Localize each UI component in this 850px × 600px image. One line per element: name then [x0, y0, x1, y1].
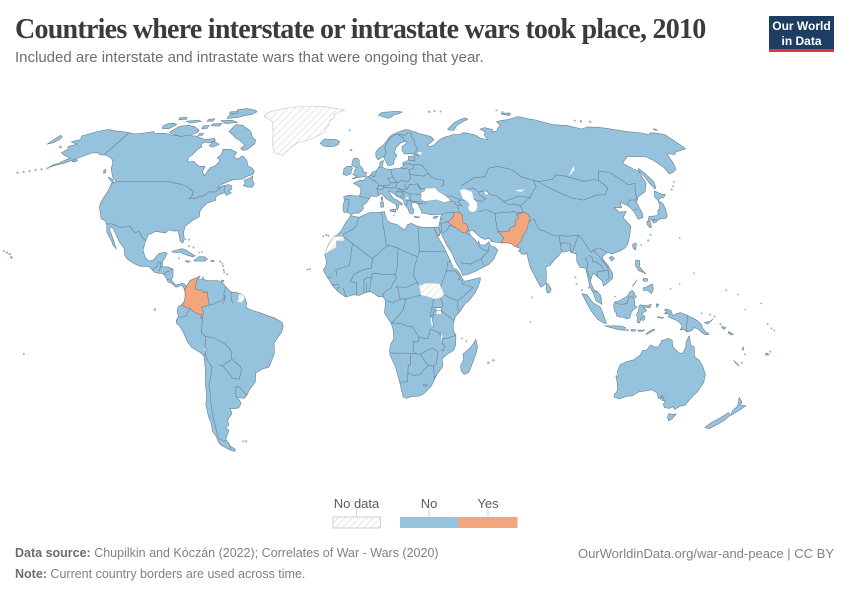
- svg-text:No: No: [421, 496, 438, 511]
- svg-text:Yes: Yes: [477, 496, 499, 511]
- svg-text:No data: No data: [334, 496, 380, 511]
